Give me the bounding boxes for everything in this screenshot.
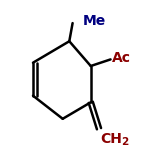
Text: CH: CH: [101, 132, 123, 146]
Text: Me: Me: [82, 15, 106, 28]
Text: 2: 2: [121, 137, 129, 147]
Text: Ac: Ac: [112, 51, 131, 65]
